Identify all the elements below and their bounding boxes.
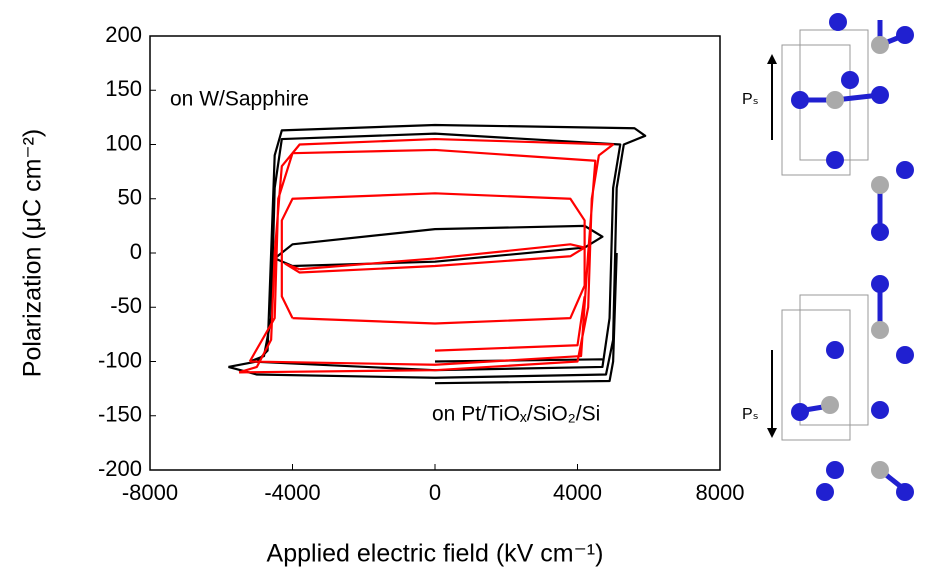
y-tick-label: 150	[105, 76, 142, 101]
atom	[871, 176, 889, 194]
atom	[791, 403, 809, 421]
y-tick-label: -50	[110, 293, 142, 318]
atom	[826, 91, 844, 109]
arrow-head	[767, 428, 777, 438]
y-tick-label: -100	[98, 347, 142, 372]
x-axis-label: Applied electric field (kV cm⁻¹)	[267, 540, 604, 568]
atom	[896, 346, 914, 364]
y-tick-label: 0	[130, 239, 142, 264]
atom	[896, 483, 914, 501]
annotation: on Pt/TiOₓ/SiO₂/Si	[432, 403, 600, 426]
annotation: on W/Sapphire	[170, 88, 309, 111]
y-tick-label: 50	[118, 185, 142, 210]
atom	[871, 461, 889, 479]
atom	[871, 275, 889, 293]
structure-label: Pₛ	[742, 406, 759, 423]
y-tick-label: 100	[105, 130, 142, 155]
y-tick-label: -200	[98, 456, 142, 481]
atom	[791, 91, 809, 109]
x-tick-label: -8000	[122, 480, 178, 505]
cell	[782, 310, 850, 440]
atom	[871, 401, 889, 419]
x-tick-label: 4000	[553, 480, 602, 505]
atom	[896, 161, 914, 179]
atom	[871, 223, 889, 241]
atom	[826, 461, 844, 479]
x-tick-label: 0	[429, 480, 441, 505]
atom	[871, 321, 889, 339]
atom	[871, 86, 889, 104]
atom	[826, 341, 844, 359]
series-line	[239, 139, 613, 372]
atom	[896, 26, 914, 44]
figure: Applied electric field (kV cm⁻¹) Polariz…	[0, 0, 925, 583]
atom	[826, 151, 844, 169]
x-tick-label: 8000	[696, 480, 745, 505]
atom	[871, 36, 889, 54]
atom	[821, 396, 839, 414]
y-tick-label: -150	[98, 402, 142, 427]
atom	[841, 71, 859, 89]
structure-label: Pₛ	[742, 91, 759, 108]
crystal-structures	[767, 13, 914, 501]
arrow-head	[767, 54, 777, 64]
atom	[829, 13, 847, 31]
x-tick-label: -4000	[264, 480, 320, 505]
atom	[816, 483, 834, 501]
y-axis-label: Polarization (μC cm⁻²)	[19, 129, 47, 377]
y-tick-label: 200	[105, 22, 142, 47]
